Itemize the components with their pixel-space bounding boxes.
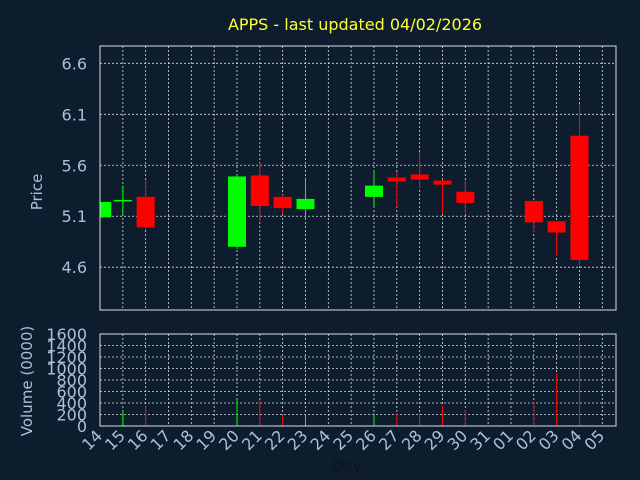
price-panel: 6.6 6.1 5.6 5.1 4.6 xyxy=(62,45,617,311)
candle-body xyxy=(250,175,269,207)
price-plot-frame xyxy=(99,45,617,311)
volume-axis-label: Volume (0000) xyxy=(18,326,36,436)
price-axis-label: Price xyxy=(28,174,46,211)
candle-body xyxy=(456,191,475,203)
x-tick-labels: 1415161718192021222324252627282930310102… xyxy=(78,426,608,454)
volume-tick-label: 1200 xyxy=(46,348,87,367)
candle-body xyxy=(524,200,543,223)
volume-gridlines xyxy=(100,333,616,427)
candles xyxy=(100,104,589,266)
x-axis-label: Day xyxy=(332,457,362,475)
candle-body xyxy=(273,196,292,209)
price-tick-label: 5.6 xyxy=(62,156,87,175)
candle-body xyxy=(570,135,589,261)
candle-body xyxy=(136,196,155,228)
price-tick-label: 6.1 xyxy=(62,105,87,124)
volume-plot-frame xyxy=(99,333,617,427)
candle-body xyxy=(296,198,315,210)
price-tick-label: 4.6 xyxy=(62,258,87,277)
volume-tick-label: 1600 xyxy=(46,325,87,344)
volume-tick-label: 400 xyxy=(56,394,87,413)
candle-body xyxy=(364,185,383,197)
candle-body xyxy=(100,201,112,218)
volume-tick-label: 1000 xyxy=(46,360,87,379)
price-tick-label: 6.6 xyxy=(62,54,87,73)
volume-tick-label: 1400 xyxy=(46,337,87,356)
candle-body xyxy=(547,221,566,233)
volume-bars xyxy=(122,339,580,426)
chart-title: APPS - last updated 04/02/2026 xyxy=(228,15,482,34)
x-tick-label: 05 xyxy=(580,426,608,454)
volume-tick-label: 600 xyxy=(56,383,87,402)
candle-body xyxy=(410,174,429,180)
candle-body xyxy=(433,180,452,185)
price-tick-label: 5.1 xyxy=(62,207,87,226)
candle-body xyxy=(227,176,246,247)
price-gridlines xyxy=(100,46,616,310)
volume-tick-label: 200 xyxy=(56,406,87,425)
candle-body xyxy=(387,177,406,182)
candle-body xyxy=(113,199,132,202)
volume-tick-label: 0 xyxy=(77,417,87,436)
price-tick-labels: 6.6 6.1 5.6 5.1 4.6 xyxy=(62,54,87,277)
volume-tick-label: 800 xyxy=(56,371,87,390)
